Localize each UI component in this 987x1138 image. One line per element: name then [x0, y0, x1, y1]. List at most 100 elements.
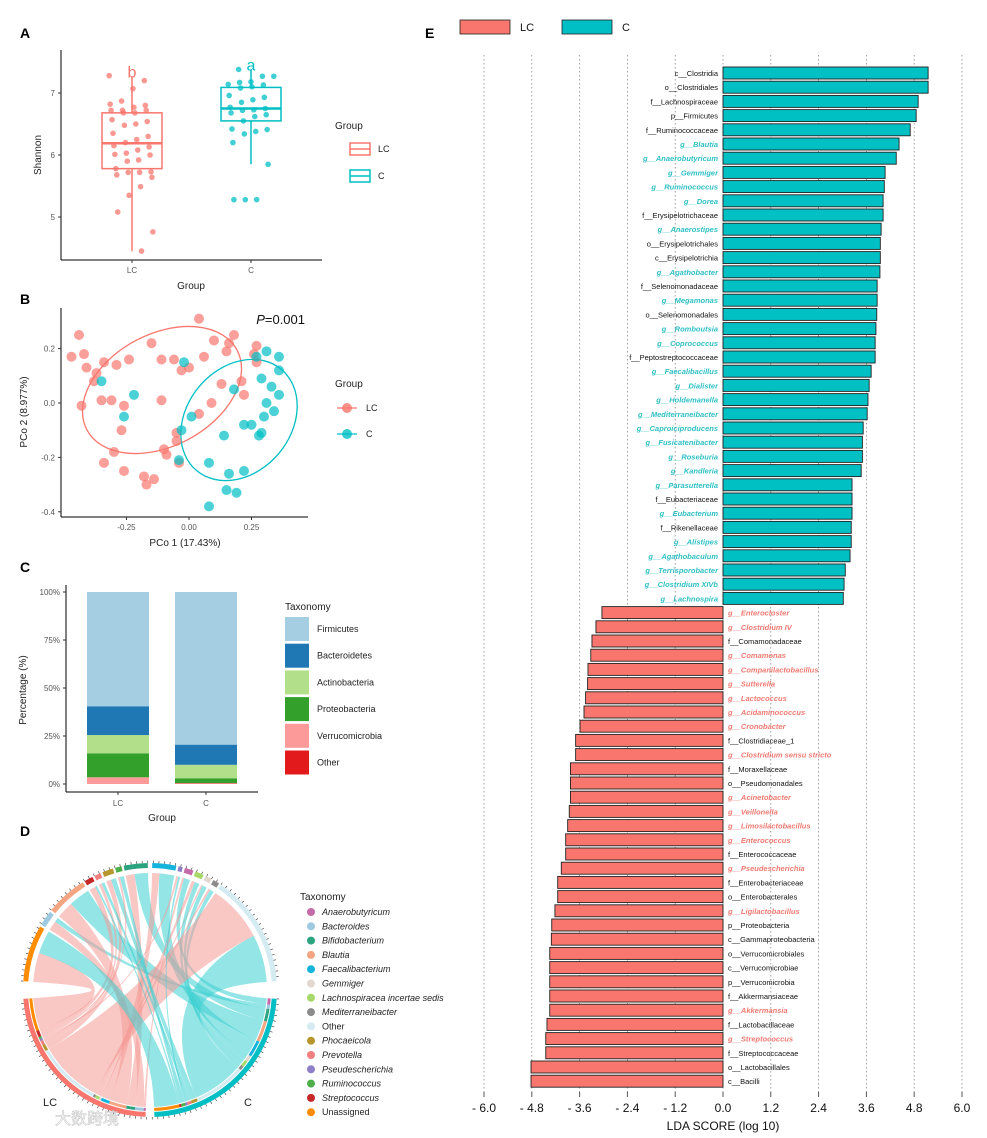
data-point — [136, 169, 143, 176]
lda-bar — [722, 236, 881, 250]
data-point-LC — [176, 365, 187, 376]
lda-bar — [550, 932, 724, 946]
lda-bar — [575, 733, 724, 747]
lda-bar — [545, 1046, 724, 1060]
axis-tick — [48, 1068, 51, 1071]
data-point — [114, 209, 121, 215]
lda-bar — [565, 833, 724, 847]
data-point — [123, 150, 130, 156]
lc-inner-taxon-band — [38, 1035, 43, 1040]
data-point — [229, 126, 235, 132]
data-point-LC — [209, 335, 219, 346]
data-point — [251, 106, 257, 113]
lda-bar — [567, 819, 724, 833]
x-tick-label: - 6.0 — [472, 1101, 496, 1115]
data-point-LC — [96, 395, 107, 406]
data-point-C — [254, 430, 264, 441]
axis-tick — [258, 1056, 261, 1058]
lc-inner-taxon-band — [39, 1037, 44, 1042]
axis-tick — [268, 1036, 271, 1038]
lda-bar — [549, 989, 724, 1003]
axis-tick — [33, 931, 37, 934]
data-point — [228, 110, 234, 116]
group-arc-lc — [23, 998, 146, 1117]
data-point — [227, 104, 233, 111]
axis-tick — [264, 932, 267, 935]
lda-bar — [549, 1003, 724, 1017]
axis-tick — [225, 885, 228, 889]
axis-tick — [268, 943, 272, 945]
data-point-C — [229, 384, 239, 395]
data-point — [150, 229, 156, 235]
legend-label: Prevotella — [322, 1050, 362, 1060]
data-point — [230, 139, 236, 146]
taxon-label: g__Acidaminococcus — [727, 708, 805, 717]
data-point — [237, 85, 244, 91]
y-tick-label: 75% — [44, 636, 60, 645]
data-point-C — [269, 406, 279, 417]
taxon-label: g__Megamonas — [661, 296, 718, 305]
taxon-label: g__Coprococcus — [656, 339, 718, 348]
lda-bar — [568, 804, 724, 818]
axis-tick — [248, 1069, 251, 1072]
c-inner-taxon-band — [267, 998, 271, 1005]
lda-bar — [551, 918, 724, 932]
data-point-C — [251, 351, 262, 362]
lda-bar — [601, 606, 724, 620]
data-point — [143, 107, 150, 114]
taxon-label: g__Roseburia — [667, 452, 718, 461]
x-tick-label: 6.0 — [954, 1101, 971, 1115]
axis-tick — [38, 1055, 42, 1057]
data-point — [124, 158, 131, 164]
lda-bar — [722, 435, 863, 449]
lda-bar — [722, 109, 917, 123]
taxon-label: g__Pseudescherichia — [727, 864, 805, 873]
data-point — [146, 144, 152, 150]
axis-tick — [271, 954, 275, 956]
taxon-label: g__Veillonella — [727, 807, 778, 816]
x-axis-title: Group — [177, 281, 205, 292]
axis-tick — [255, 1060, 258, 1063]
axis-tick — [241, 900, 245, 903]
data-point — [144, 118, 150, 125]
legend-label: LC — [520, 22, 534, 34]
lda-bar — [722, 591, 844, 605]
lda-bar — [722, 563, 846, 577]
axis-tick — [55, 1077, 59, 1080]
data-point — [145, 133, 151, 140]
legend-dot — [307, 1022, 315, 1031]
axis-tick — [103, 868, 105, 872]
axis-tick — [266, 938, 269, 940]
lda-bar — [557, 875, 724, 889]
lda-bar — [722, 535, 852, 549]
axis-tick — [215, 1098, 217, 1102]
data-point-LC — [99, 357, 109, 368]
taxon-label: g__Clostridium XIVb — [644, 580, 719, 589]
lda-bar — [585, 691, 724, 705]
axis-tick — [233, 892, 237, 896]
data-point — [142, 102, 149, 109]
taxon-arc-blautia — [51, 882, 86, 914]
taxon-label: g__Anaerobutyricum — [642, 154, 718, 163]
taxon-label: f__Akkermansiaceae — [728, 992, 798, 1001]
y-axis-title: Shannon — [33, 135, 44, 175]
legend-point — [342, 403, 352, 413]
axis-tick — [261, 927, 264, 930]
lda-bar — [722, 265, 881, 279]
legend-point — [342, 429, 352, 439]
taxon-label: g__Blautia — [679, 140, 718, 149]
data-point-LC — [251, 340, 262, 351]
taxon-label: g__Enterococcus — [727, 836, 791, 845]
lda-bar — [722, 378, 870, 392]
taxon-label: f__Ruminococcaceae — [646, 126, 718, 135]
axis-tick — [29, 942, 32, 944]
taxon-label: g__Eubacterium — [659, 509, 719, 518]
data-point — [133, 121, 139, 127]
axis-tick — [200, 1106, 202, 1109]
data-point — [252, 113, 258, 120]
lda-bar — [530, 1060, 724, 1074]
legend-label: C — [366, 429, 373, 439]
data-point-LC — [139, 471, 149, 482]
data-point — [131, 104, 137, 111]
y-axis-title: Percentage (%) — [18, 655, 29, 724]
